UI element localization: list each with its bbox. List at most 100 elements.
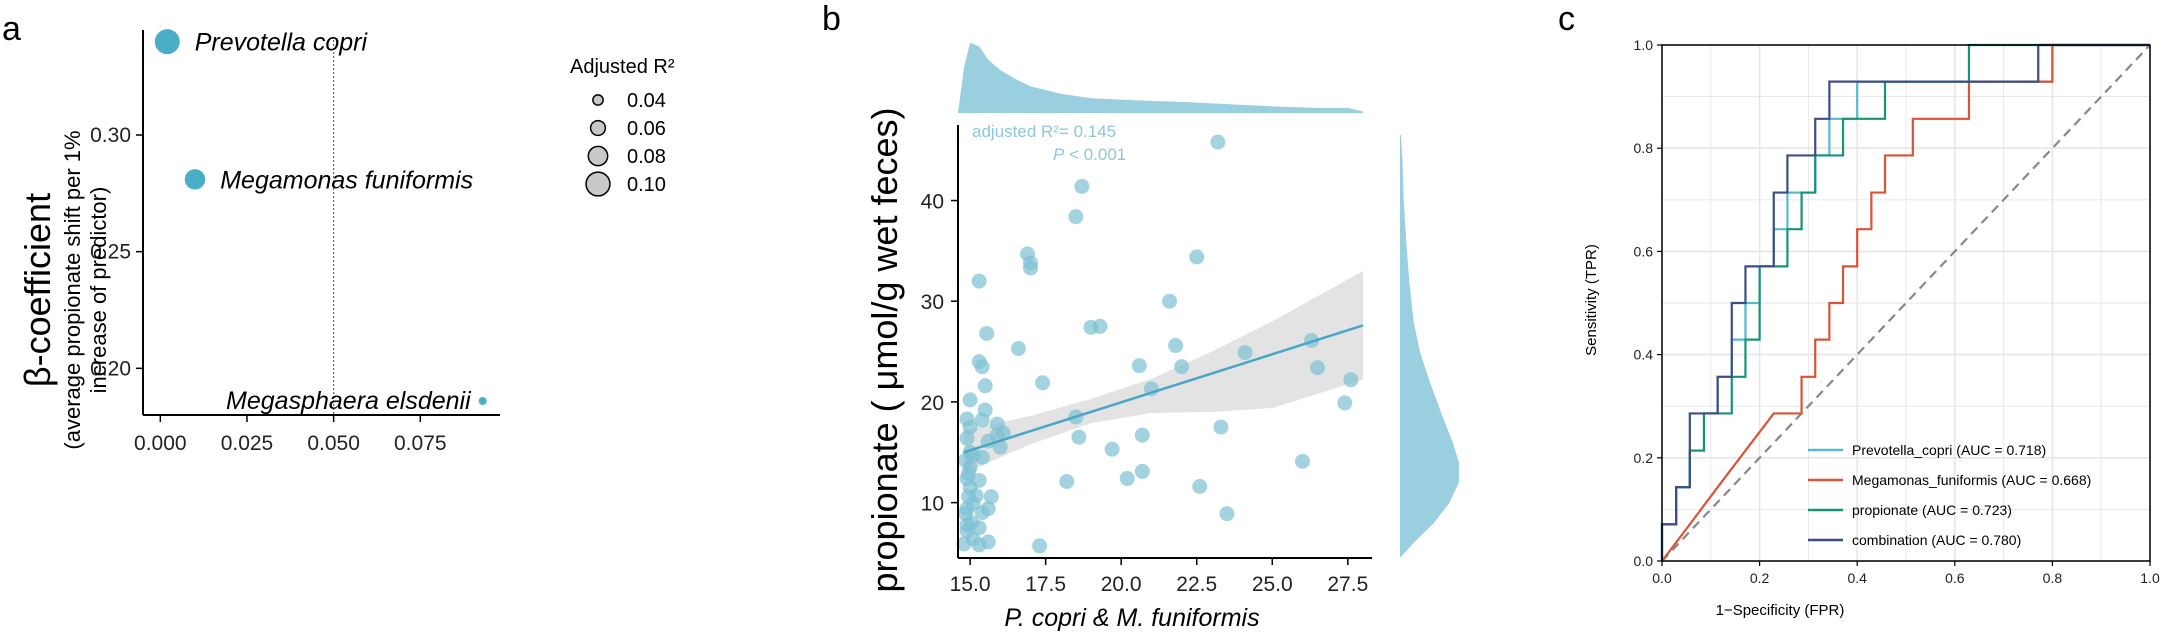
beta-point bbox=[184, 169, 206, 190]
panel-a-y-subtitle-2: increase of predictor) bbox=[86, 187, 111, 394]
legend-label: combination (AUC = 0.780) bbox=[1852, 532, 2021, 548]
scatter-point bbox=[1174, 359, 1190, 375]
scatter-point bbox=[971, 520, 987, 536]
scatter-point bbox=[1134, 463, 1150, 479]
x-tick-label: 0.8 bbox=[2043, 570, 2063, 586]
y-tick-label: 40 bbox=[921, 191, 944, 214]
p-value-text: < 0.001 bbox=[1064, 145, 1126, 164]
panel-a-axes bbox=[142, 30, 500, 416]
x-tick-label: 0.6 bbox=[1945, 570, 1965, 586]
scatter-point bbox=[1074, 178, 1090, 194]
point-label: Megasphaera elsdenii bbox=[226, 387, 472, 415]
panel-c-x-ticks: 0.0 0.2 0.4 0.6 0.8 1.0 bbox=[1652, 561, 2160, 586]
scatter-point bbox=[1192, 479, 1208, 495]
scatter-point bbox=[1023, 260, 1039, 276]
scatter-point bbox=[1032, 538, 1048, 554]
legend-size-circle bbox=[592, 94, 604, 106]
scatter-point bbox=[1104, 441, 1120, 457]
p-value-annotation: P < 0.001 bbox=[1053, 145, 1126, 164]
panel-a-x-ticks: 0.000 0.025 0.050 0.075 bbox=[134, 415, 447, 455]
scatter-point bbox=[1059, 473, 1075, 489]
y-tick-label: 1.0 bbox=[1634, 37, 1654, 53]
x-tick-label: 0.0 bbox=[1652, 570, 1672, 586]
scatter-point bbox=[1162, 293, 1178, 309]
panel-a-y-title: β-coefficient bbox=[17, 193, 58, 387]
x-tick-label: 0.075 bbox=[394, 432, 447, 455]
panel-a-points bbox=[154, 29, 487, 405]
scatter-point bbox=[1168, 338, 1184, 354]
scatter-point bbox=[1337, 395, 1353, 411]
legend-size-circle bbox=[587, 145, 609, 167]
y-tick-label: 0.8 bbox=[1634, 140, 1654, 156]
r2-annotation: adjusted R²= 0.145 bbox=[972, 122, 1116, 141]
scatter-point bbox=[1237, 345, 1253, 361]
x-tick-label: 0.2 bbox=[1750, 570, 1770, 586]
panel-b-y-title: propionate ( μmol/g wet feces) bbox=[864, 108, 905, 593]
scatter-point bbox=[971, 472, 987, 488]
panel-label-c: c bbox=[1558, 0, 1575, 38]
legend-label: Prevotella_copri (AUC = 0.718) bbox=[1852, 442, 2046, 458]
roc-legend: Prevotella_copri (AUC = 0.718) Megamonas_… bbox=[1808, 442, 2091, 548]
legend-label: Megamonas_funiformis (AUC = 0.668) bbox=[1852, 472, 2091, 488]
roc-curves bbox=[1660, 43, 2150, 562]
scatter-point bbox=[977, 402, 993, 418]
panel-a-y-ticks: 0.20 0.25 0.30 bbox=[90, 124, 143, 380]
scatter-point bbox=[979, 325, 995, 341]
x-tick-label: 0.025 bbox=[221, 432, 274, 455]
scatter-point bbox=[1343, 372, 1359, 388]
legend-size-label: 0.04 bbox=[627, 90, 666, 112]
x-tick-label: 0.4 bbox=[1847, 570, 1867, 586]
scatter-point bbox=[1035, 375, 1051, 391]
scatter-point bbox=[962, 392, 978, 408]
scatter-point bbox=[974, 449, 990, 465]
scatter-point bbox=[995, 425, 1011, 441]
x-tick-label: 0.000 bbox=[134, 432, 187, 455]
scatter-point bbox=[968, 488, 984, 504]
scatter-point bbox=[1310, 360, 1326, 376]
y-tick-label: 0.4 bbox=[1634, 347, 1654, 363]
panel-b-x-ticks: 15.0 17.5 20.0 22.5 25.0 27.5 bbox=[950, 558, 1368, 596]
scatter-point bbox=[1131, 358, 1147, 374]
legend-size-label: 0.10 bbox=[627, 174, 666, 196]
legend-size-circle bbox=[589, 119, 607, 137]
point-label: Megamonas funiformis bbox=[220, 166, 473, 194]
panel-c-frame bbox=[1661, 44, 2151, 562]
panel-b-y-ticks: 10 20 30 40 bbox=[921, 191, 958, 516]
panel-label-a: a bbox=[2, 10, 21, 48]
scatter-point bbox=[1068, 209, 1084, 225]
panel-a-y-subtitle-1: (average propionate shift per 1% bbox=[60, 130, 85, 449]
panel-a-point-labels: Prevotella copri Megamonas funiformis Mega… bbox=[195, 29, 473, 415]
adjusted-r2-legend: Adjusted R² 0.04 0.06 0.08 0.10 bbox=[570, 56, 675, 197]
scatter-point bbox=[1219, 506, 1235, 522]
y-tick-label: 0.0 bbox=[1634, 553, 1654, 569]
panel-c-y-ticks: 0.0 0.2 0.4 0.6 0.8 1.0 bbox=[1634, 37, 1662, 569]
panel-c-y-title: Sensitivity (TPR) bbox=[1583, 244, 1600, 356]
roc-curve bbox=[1660, 43, 2150, 561]
x-tick-label: 17.5 bbox=[1025, 573, 1066, 596]
roc-curve bbox=[1661, 43, 2150, 562]
scatter-point bbox=[977, 378, 993, 394]
scatter-point bbox=[1213, 419, 1229, 435]
y-tick-label: 30 bbox=[921, 291, 944, 314]
scatter-point bbox=[961, 465, 977, 481]
scatter-point bbox=[983, 489, 999, 505]
confidence-band bbox=[964, 271, 1363, 474]
chance-diagonal bbox=[1661, 44, 2151, 562]
y-tick-label: 0.6 bbox=[1634, 243, 1654, 259]
scatter-point bbox=[1294, 453, 1310, 469]
panel-label-b: b bbox=[822, 0, 841, 38]
x-tick-label: 20.0 bbox=[1101, 573, 1142, 596]
y-tick-label: 0.20 bbox=[90, 357, 131, 380]
panel-a: a 0.000 0.025 0.050 0.075 0.20 0.25 0.30 Prev… bbox=[2, 10, 675, 455]
panel-b: b 15.0 17.5 20.0 22.5 25.0 27.5 10 20 30 40 adju… bbox=[822, 0, 1459, 632]
x-tick-label: 1.0 bbox=[2140, 570, 2160, 586]
x-tick-label: 15.0 bbox=[950, 573, 991, 596]
scatter-point bbox=[1134, 427, 1150, 443]
scatter-point bbox=[1210, 134, 1226, 150]
y-tick-label: 20 bbox=[921, 392, 944, 415]
scatter-point bbox=[959, 411, 975, 427]
x-tick-label: 22.5 bbox=[1176, 573, 1217, 596]
scatter-point bbox=[980, 501, 996, 517]
scatter-point bbox=[1189, 249, 1205, 265]
